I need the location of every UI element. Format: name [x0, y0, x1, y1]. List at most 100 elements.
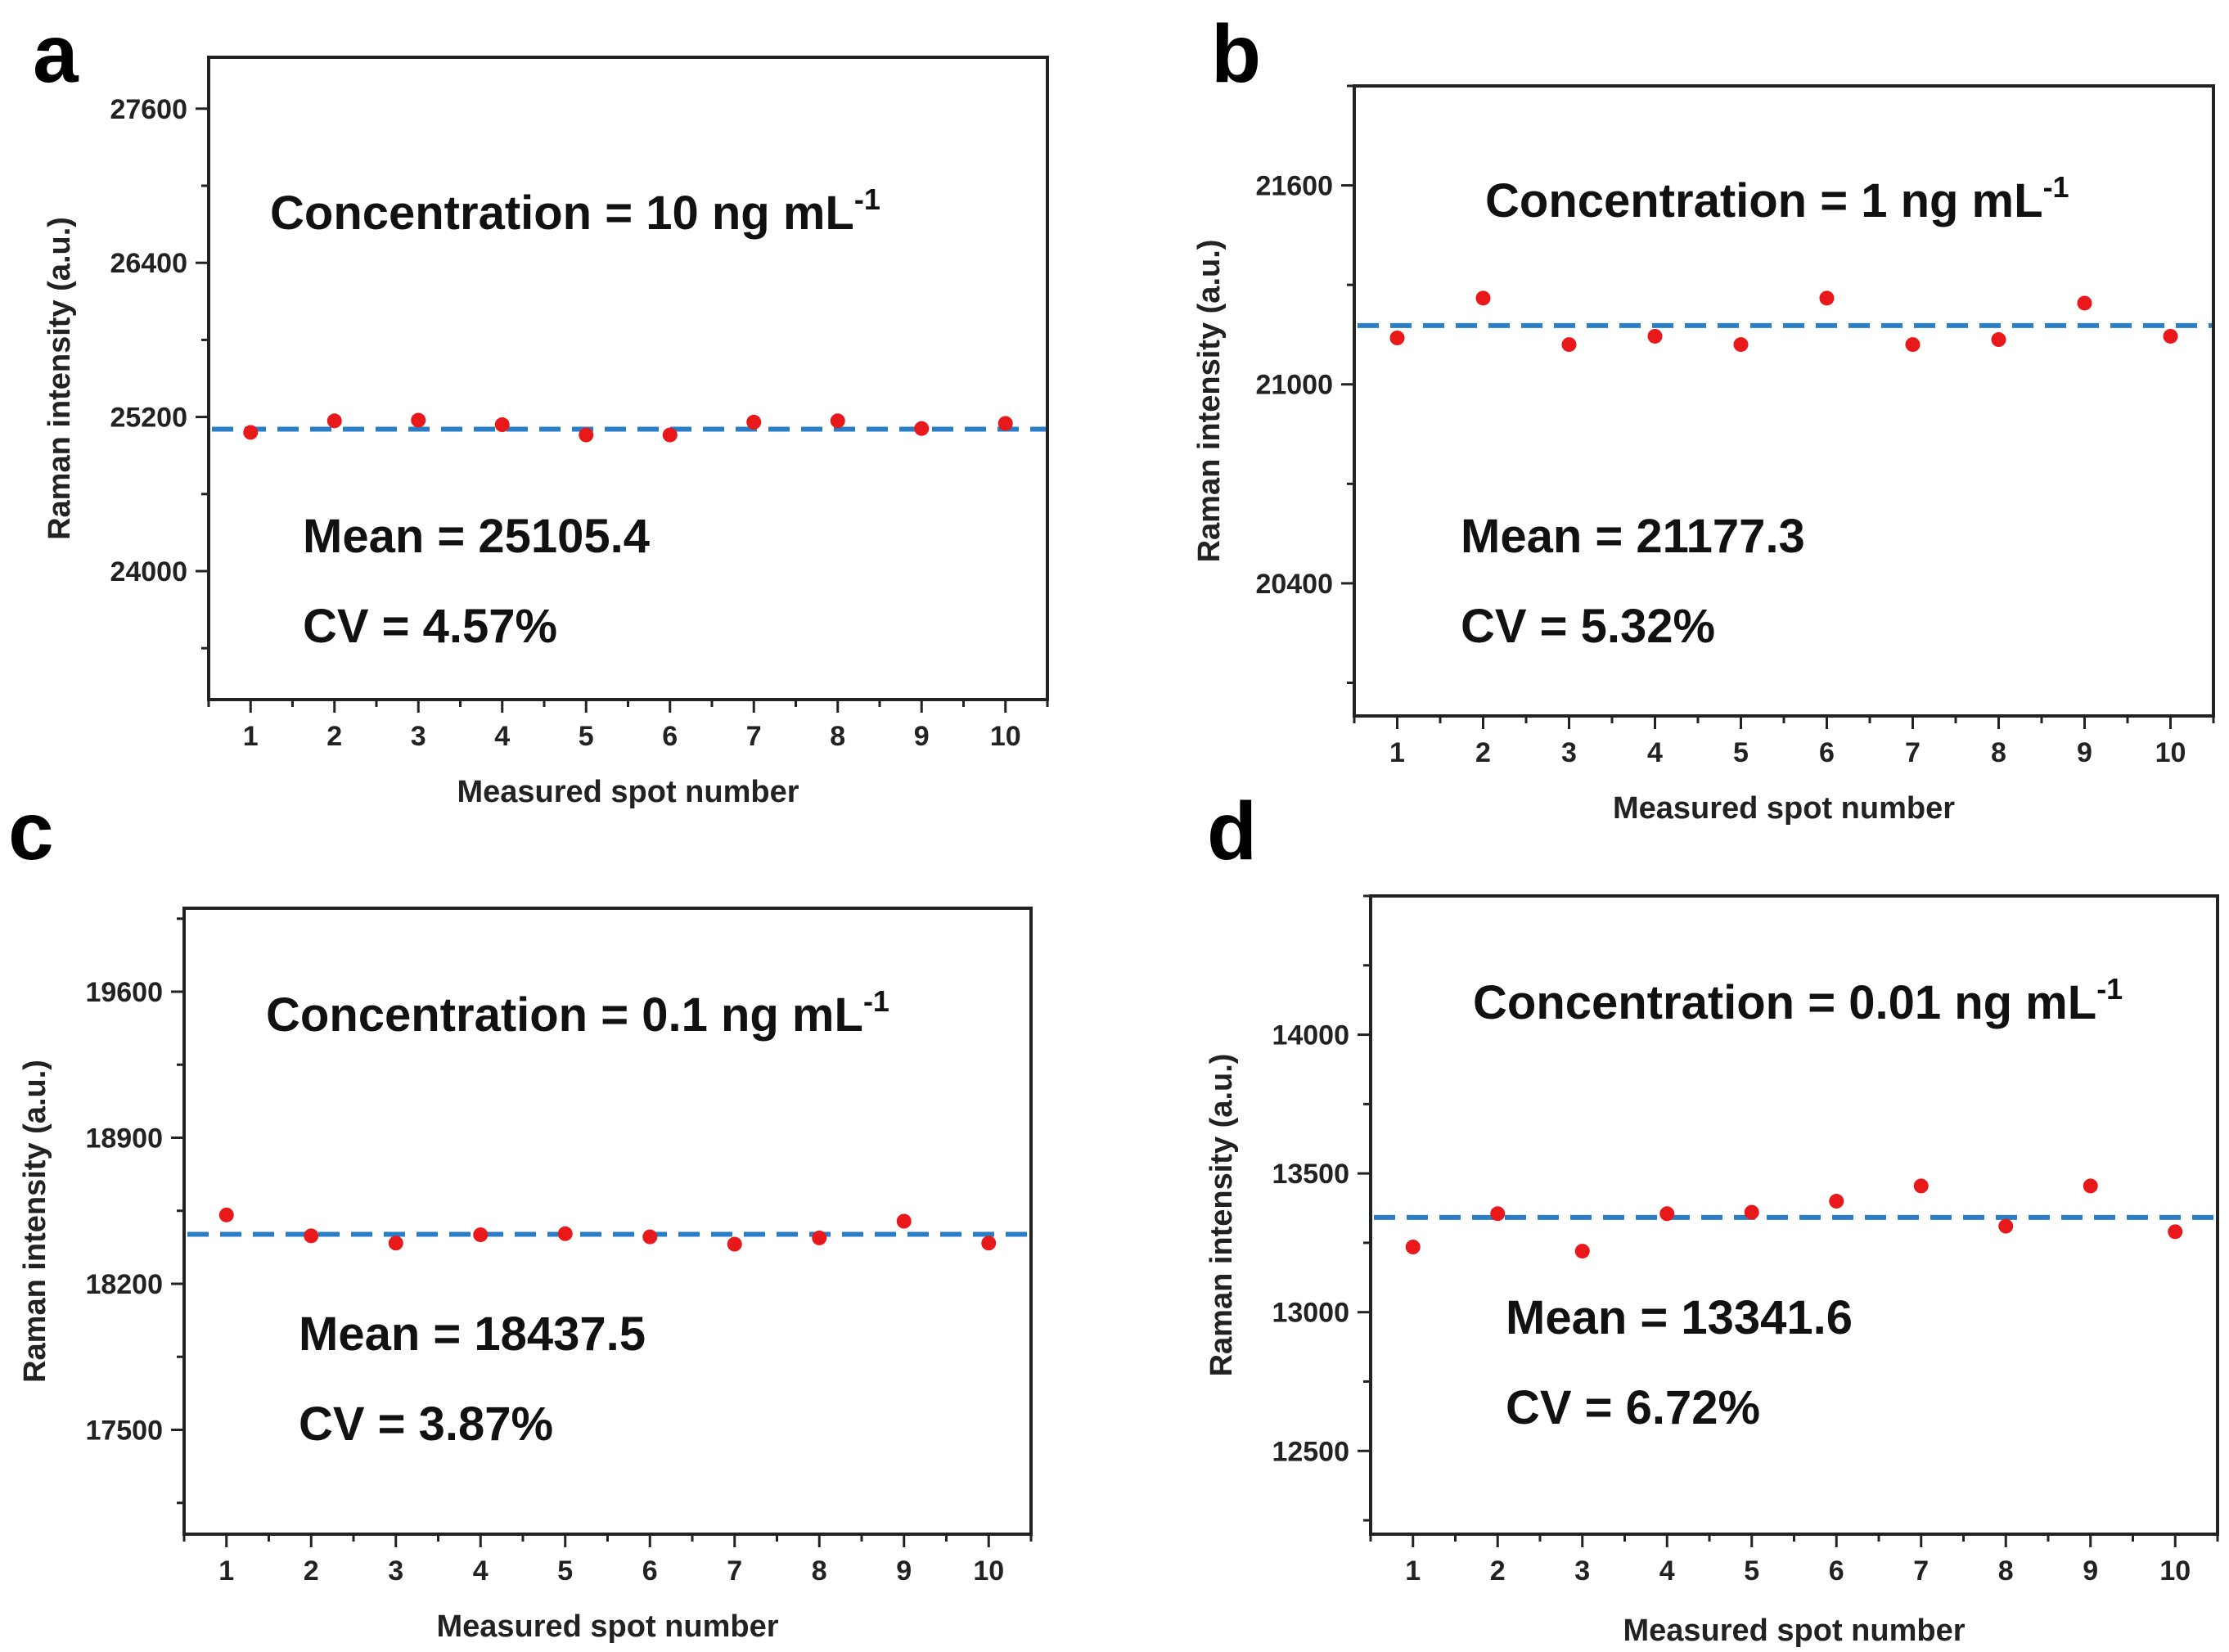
plot-frame — [182, 907, 1033, 1536]
y-tick-label: 27600 — [110, 94, 187, 125]
data-point — [1647, 328, 1663, 344]
x-tick-label: 10 — [973, 1555, 1004, 1587]
y-tick-label: 19600 — [85, 977, 163, 1008]
concentration-annotation: Concentration = 0.01 ng mL-1 — [1473, 972, 2123, 1029]
x-tick-label: 7 — [1913, 1555, 1929, 1587]
y-tick-label: 21600 — [1255, 171, 1333, 202]
concentration-text: Concentration = 10 ng mL — [270, 187, 854, 240]
x-tick-label: 4 — [1659, 1555, 1675, 1587]
y-tick-label: 13500 — [1272, 1159, 1349, 1190]
y-tick-label: 24000 — [110, 556, 187, 587]
chart-panel-a: a 24000 25200 26400 27600 1 2 3 4 5 6 7 8 9 10 Measured… — [33, 8, 1049, 809]
data-point — [1829, 1194, 1844, 1209]
concentration-annotation: Concentration = 0.1 ng mL-1 — [266, 984, 889, 1042]
x-axis-label: Measured spot number — [457, 775, 799, 809]
x-tick-label: 8 — [830, 721, 845, 752]
y-tick-label: 18200 — [85, 1269, 163, 1300]
x-tick-label: 4 — [473, 1555, 489, 1587]
y-tick-label: 13000 — [1272, 1298, 1349, 1329]
data-point — [557, 1226, 573, 1241]
data-point — [411, 412, 426, 428]
concentration-annotation: Concentration = 1 ng mL-1 — [1485, 170, 2069, 227]
x-tick-label: 7 — [1905, 737, 1921, 768]
data-point — [662, 427, 678, 443]
x-axis-label: Measured spot number — [1613, 791, 1955, 826]
x-tick-label: 1 — [218, 1555, 234, 1587]
y-tick-label: 18900 — [85, 1123, 163, 1155]
x-tick-label: 3 — [388, 1555, 403, 1587]
x-tick-label: 5 — [557, 1555, 573, 1587]
cv-annotation: CV = 4.57% — [303, 600, 557, 653]
data-point — [243, 425, 259, 440]
data-point — [494, 417, 510, 433]
x-tick-label: 4 — [494, 721, 510, 752]
panel-letter: c — [8, 785, 54, 877]
data-point — [1733, 337, 1749, 353]
plot-frame — [207, 56, 1049, 701]
data-point — [642, 1229, 658, 1245]
data-point — [812, 1230, 827, 1245]
data-point — [914, 421, 930, 436]
mean-annotation: Mean = 25105.4 — [303, 510, 650, 563]
data-point — [896, 1213, 912, 1229]
x-tick-label: 8 — [1991, 737, 2006, 768]
concentration-text: Concentration = 1 ng mL — [1485, 174, 2043, 227]
x-tick-label: 6 — [642, 1555, 658, 1587]
data-point — [1574, 1244, 1590, 1259]
panel-letter: b — [1211, 8, 1261, 100]
data-point — [997, 416, 1013, 431]
concentration-superscript: -1 — [2096, 972, 2123, 1006]
data-point — [579, 427, 594, 443]
y-axis-label: Raman intensity (a.u.) — [1192, 240, 1227, 563]
data-point — [218, 1207, 234, 1222]
data-point — [2077, 295, 2092, 311]
x-tick-label: 3 — [1561, 737, 1577, 768]
mean-annotation: Mean = 13341.6 — [1506, 1291, 1853, 1344]
y-tick-label: 17500 — [85, 1416, 163, 1447]
x-tick-label: 9 — [896, 1555, 912, 1587]
x-tick-label: 6 — [1819, 737, 1835, 768]
x-tick-label: 8 — [812, 1555, 827, 1587]
data-point — [1913, 1178, 1929, 1194]
data-point — [746, 414, 762, 430]
concentration-annotation: Concentration = 10 ng mL-1 — [270, 182, 880, 240]
cv-annotation: CV = 6.72% — [1506, 1381, 1760, 1434]
x-tick-label: 2 — [326, 721, 342, 752]
x-tick-label: 10 — [2155, 737, 2186, 768]
chart-panel-b: b 20400 21000 21600 1 2 3 4 5 6 7 8 9 10 Measured spot… — [1192, 8, 2215, 826]
data-point — [1490, 1206, 1506, 1222]
x-tick-label: 9 — [2077, 737, 2092, 768]
x-tick-label: 1 — [1405, 1555, 1421, 1587]
data-point — [304, 1228, 319, 1244]
data-point — [473, 1227, 489, 1243]
x-tick-label: 3 — [411, 721, 426, 752]
y-tick-label: 20400 — [1255, 569, 1333, 600]
cv-annotation: CV = 5.32% — [1461, 600, 1715, 653]
data-point — [1744, 1204, 1759, 1220]
x-tick-label: 6 — [662, 721, 678, 752]
data-point — [1389, 331, 1405, 345]
data-point — [981, 1236, 997, 1251]
data-point — [1819, 290, 1835, 306]
x-tick-label: 1 — [1389, 737, 1405, 768]
data-point — [1659, 1206, 1675, 1222]
y-tick-label: 14000 — [1272, 1020, 1349, 1051]
y-tick-label: 26400 — [110, 248, 187, 279]
data-point — [1561, 337, 1577, 353]
mean-annotation: Mean = 18437.5 — [299, 1308, 646, 1361]
x-tick-label: 5 — [1744, 1555, 1759, 1587]
panel-letter: a — [33, 8, 79, 100]
x-tick-label: 9 — [914, 721, 930, 752]
mean-annotation: Mean = 21177.3 — [1461, 510, 1805, 563]
concentration-text: Concentration = 0.01 ng mL — [1473, 976, 2096, 1029]
x-tick-label: 1 — [243, 721, 259, 752]
chart-panel-d: d 12500 13000 13500 14000 1 2 3 4 5 6 7 8 9 10 Measured… — [1205, 785, 2219, 1648]
data-point — [388, 1236, 403, 1251]
y-tick-label: 12500 — [1272, 1436, 1349, 1467]
x-tick-label: 10 — [2159, 1555, 2191, 1587]
concentration-text: Concentration = 0.1 ng mL — [266, 988, 863, 1042]
x-tick-label: 9 — [2083, 1555, 2098, 1587]
x-tick-label: 5 — [1733, 737, 1749, 768]
data-point — [727, 1236, 742, 1252]
